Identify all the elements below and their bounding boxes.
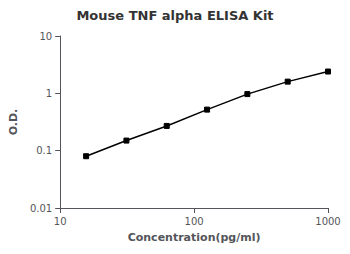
svg-text:100: 100 <box>185 216 204 227</box>
svg-text:0.01: 0.01 <box>30 203 52 214</box>
svg-text:1000: 1000 <box>315 216 340 227</box>
svg-text:0.1: 0.1 <box>36 145 52 156</box>
svg-text:1: 1 <box>46 88 52 99</box>
svg-text:Concentration(pg/ml): Concentration(pg/ml) <box>128 231 261 244</box>
svg-text:10: 10 <box>39 31 52 42</box>
svg-text:O.D.: O.D. <box>7 109 20 136</box>
svg-text:10: 10 <box>54 216 67 227</box>
svg-text:Mouse TNF alpha ELISA Kit: Mouse TNF alpha ELISA Kit <box>76 8 273 23</box>
